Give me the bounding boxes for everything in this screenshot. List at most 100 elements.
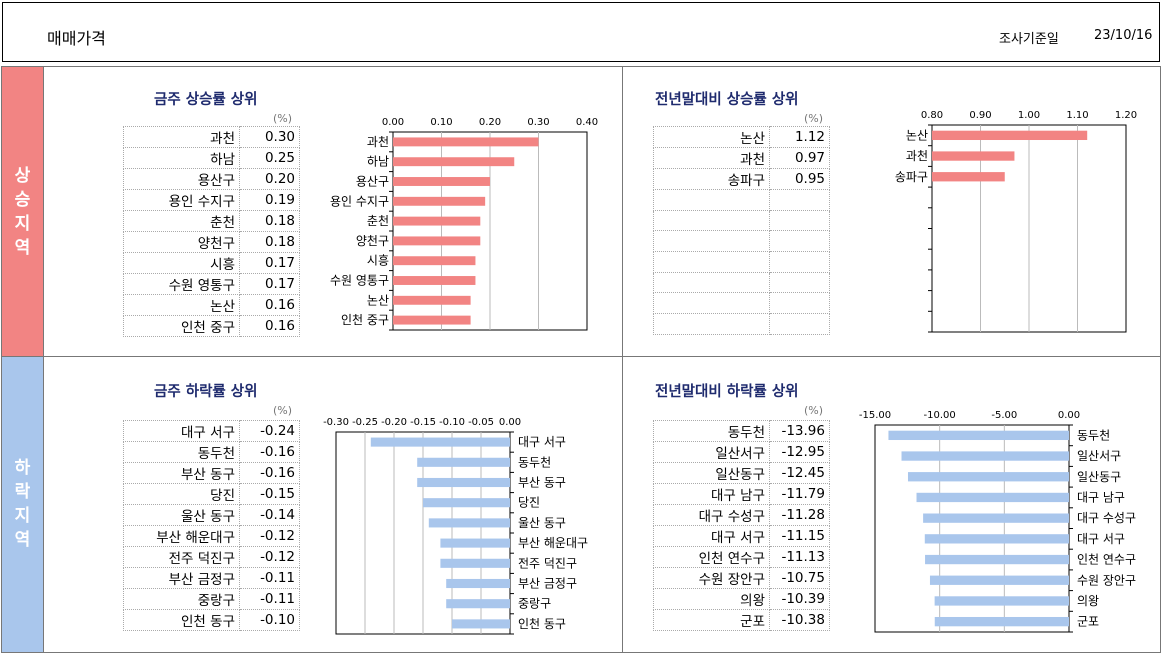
region-name-cell: 일산서구 — [653, 441, 770, 463]
bar — [934, 596, 1069, 606]
category-label: 인천 연수구 — [1077, 552, 1136, 567]
category-label: 춘천 — [367, 213, 389, 228]
category-label: 시흥 — [367, 254, 389, 268]
table-row: 일산서구 -12.95 — [653, 441, 830, 463]
table-row: 대구 서구 -0.24 — [123, 420, 300, 442]
category-label: 부산 금정구 — [518, 577, 577, 591]
table-row: 군포 -10.38 — [653, 609, 830, 631]
category-label: 인천 중구 — [341, 312, 389, 327]
tick-label: -10.00 — [924, 410, 956, 421]
category-label: 수원 장안구 — [1077, 573, 1136, 587]
category-label: 용산구 — [356, 175, 389, 189]
tick-label: 0.80 — [921, 110, 943, 121]
header-bar: 매매가격 조사기준일 23/10/16 — [2, 2, 1160, 62]
bar — [423, 498, 510, 508]
change-value-cell: 0.95 — [769, 168, 830, 190]
category-label: 논산 — [367, 293, 389, 307]
panel-divider-horizontal — [2, 356, 1160, 357]
tick-label: 1.10 — [1066, 110, 1088, 121]
category-label: 대구 서구 — [518, 435, 566, 449]
category-label: 하남 — [367, 155, 389, 169]
category-label: 중랑구 — [518, 597, 551, 611]
fall-region-label: 하락지역 — [2, 356, 43, 652]
region-name-cell: 시흥 — [123, 252, 240, 274]
tick-label: 0.40 — [576, 117, 598, 128]
category-label: 송파구 — [895, 170, 928, 184]
table-row: 인천 중구 0.16 — [123, 315, 300, 337]
region-name-cell: 대구 수성구 — [653, 504, 770, 526]
ytd-fall-unit: (%) — [804, 404, 824, 417]
bar — [393, 256, 476, 266]
table-row: 수원 영통구 0.17 — [123, 273, 300, 295]
region-name-cell: 동두천 — [653, 420, 770, 442]
table-row: 울산 동구 -0.14 — [123, 504, 300, 526]
tick-label: 0.00 — [499, 417, 521, 428]
change-value-cell: 0.16 — [239, 315, 300, 337]
bar — [932, 172, 1005, 182]
table-row: 용인 수지구 0.19 — [123, 189, 300, 211]
weekly-fall-unit: (%) — [273, 404, 293, 417]
weekly-fall-chart: -0.30 -0.25 -0.20 -0.15 -0.10 -0.05 0.00 대구 서구동… — [323, 417, 588, 635]
tick-label: -15.00 — [859, 410, 891, 421]
table-row — [653, 189, 830, 211]
region-name-cell — [653, 209, 770, 232]
category-label: 대구 서구 — [1077, 532, 1125, 546]
table-row: 인천 연수구 -11.13 — [653, 546, 830, 568]
ytd-rise-title: 전년말대비 상승률 상위 — [655, 92, 799, 108]
region-name-cell: 의왕 — [653, 588, 770, 610]
category-label: 울산 동구 — [518, 516, 566, 530]
bar — [393, 177, 490, 186]
change-value-cell: 0.18 — [239, 231, 300, 253]
bar — [393, 315, 471, 325]
table-row — [653, 209, 830, 232]
panel-divider-vertical — [622, 67, 623, 652]
bar — [428, 518, 510, 528]
weekly-fall-title: 금주 하락률 상위 — [154, 384, 258, 400]
bar — [417, 477, 510, 488]
category-label: 일산서구 — [1077, 449, 1121, 463]
bar — [907, 472, 1069, 482]
region-name-cell — [653, 251, 770, 273]
bar — [452, 619, 510, 629]
category-label: 당진 — [518, 496, 540, 510]
region-name-cell: 용인 수지구 — [123, 189, 240, 211]
ytd-rise-table: 논산 1.12 과천 0.97 송파구 0.95 — [653, 126, 830, 335]
change-value-cell: 0.25 — [239, 147, 300, 169]
weekly-rise-table: 과천 0.30 하남 0.25 용산구 0.20 용인 수지구 0.19 춘천 0.18 양천구 0.… — [123, 126, 300, 337]
tick-label: 1.00 — [1018, 110, 1040, 121]
region-name-cell: 대구 남구 — [653, 483, 770, 505]
region-name-cell — [653, 313, 770, 335]
category-label: 의왕 — [1077, 594, 1099, 608]
bar — [393, 276, 476, 285]
bar — [932, 130, 1088, 141]
bar — [901, 451, 1069, 461]
weekly-rise-unit: (%) — [273, 112, 293, 125]
region-name-cell: 수원 영통구 — [123, 273, 240, 295]
category-label: 수원 영통구 — [330, 274, 389, 288]
region-name-cell — [653, 271, 770, 294]
table-row: 양천구 0.18 — [123, 231, 300, 253]
tick-label: -0.15 — [410, 417, 436, 428]
tick-label: 0.30 — [527, 117, 549, 128]
tick-label: 0.00 — [1058, 410, 1080, 421]
region-name-cell: 울산 동구 — [123, 504, 240, 526]
change-value-cell: -12.45 — [769, 462, 830, 484]
region-name-cell: 춘천 — [123, 210, 240, 232]
table-row: 인천 동구 -0.10 — [123, 609, 300, 631]
category-label: 과천 — [906, 148, 928, 163]
category-label: 부산 동구 — [518, 476, 566, 490]
bar — [932, 151, 1015, 161]
tick-label: 0.90 — [969, 110, 991, 121]
region-name-cell: 인천 중구 — [123, 315, 240, 337]
table-row: 과천 0.97 — [653, 147, 830, 169]
table-row: 일산동구 -12.45 — [653, 462, 830, 484]
category-label: 양천구 — [356, 233, 389, 248]
region-name-cell: 부산 금정구 — [123, 567, 240, 589]
ytd-rise-unit: (%) — [804, 112, 824, 125]
region-name-cell — [653, 230, 770, 253]
bar — [924, 534, 1069, 544]
category-label: 군포 — [1077, 615, 1099, 629]
region-name-cell — [653, 189, 770, 211]
table-row — [653, 313, 830, 335]
